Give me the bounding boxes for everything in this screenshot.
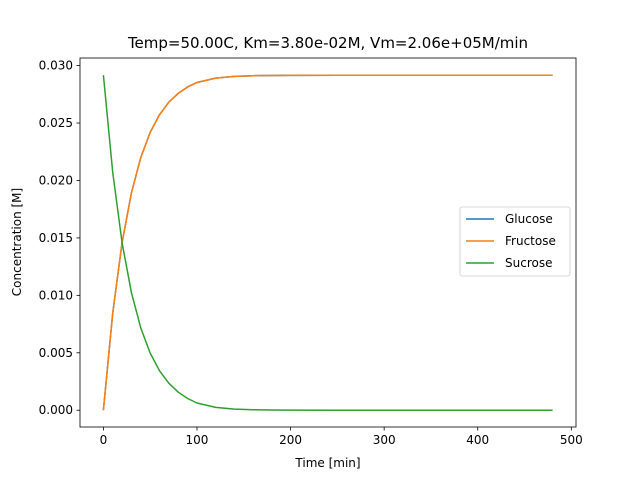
legend-frame	[459, 206, 571, 277]
x-tick-label: 200	[279, 433, 302, 447]
y-tick-label: 0.030	[39, 59, 73, 73]
legend: Glucose Fructose Sucrose	[459, 206, 571, 277]
axes-frame	[79, 57, 577, 428]
x-tick-label: 100	[186, 433, 209, 447]
y-tick-label: 0.020	[39, 173, 73, 187]
y-tick-label: 0.000	[39, 403, 73, 417]
y-tick-label: 0.005	[39, 346, 73, 360]
x-tick-label: 300	[373, 433, 396, 447]
y-tick-label: 0.025	[39, 116, 73, 130]
series-line-sucrose	[102, 75, 553, 411]
x-tick-label: 400	[466, 433, 489, 447]
axes: 0 100 200 300 400 500 0.000 0.005 0.010 0.015 0.02…	[39, 57, 583, 447]
legend-label-sucrose: Sucrose	[505, 256, 552, 270]
legend-label-glucose: Glucose	[505, 212, 553, 226]
plot-area	[102, 74, 553, 411]
x-axis-label: Time [min]	[294, 456, 360, 470]
y-tick-label: 0.015	[39, 231, 73, 245]
x-tick-label: 500	[560, 433, 583, 447]
series-line-fructose	[102, 74, 553, 411]
chart-title: Temp=50.00C, Km=3.80e-02M, Vm=2.06e+05M/…	[127, 34, 528, 52]
x-tick-label: 0	[100, 433, 108, 447]
y-axis-label: Concentration [M]	[10, 188, 24, 296]
legend-label-fructose: Fructose	[505, 234, 556, 248]
y-tick-label: 0.010	[39, 288, 73, 302]
